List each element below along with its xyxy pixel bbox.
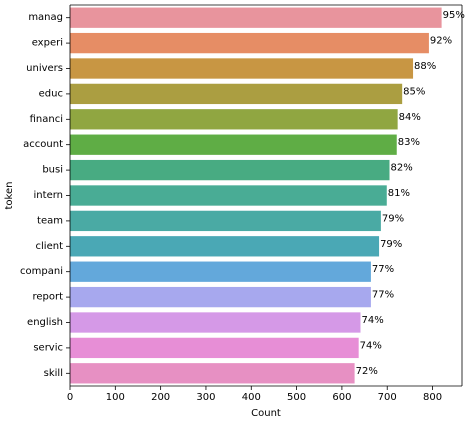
- bar-skill: [70, 363, 355, 384]
- data-label: 74%: [361, 315, 383, 326]
- y-tick-label: servic: [33, 342, 63, 353]
- data-label: 82%: [390, 163, 412, 174]
- bar-servic: [70, 337, 359, 359]
- bar-educ: [70, 83, 403, 105]
- bar-team: [70, 210, 381, 232]
- y-tick-label: account: [23, 139, 63, 150]
- data-label: 95%: [443, 10, 465, 21]
- data-label: 77%: [372, 290, 394, 301]
- x-axis-label: Count: [251, 408, 281, 419]
- y-tick-label: univers: [26, 63, 63, 74]
- y-tick-label: financi: [30, 114, 63, 125]
- x-tick-label: 0: [67, 392, 73, 403]
- y-tick-label: client: [36, 241, 64, 252]
- axes: [66, 4, 463, 387]
- bar-report: [70, 286, 371, 308]
- bar-client: [70, 236, 380, 257]
- bar-financi: [70, 109, 398, 130]
- data-labels: 95% 92% 88% 85% 84% 83% 82% 81% 79% 79% 77% 77% 74% 7…: [356, 10, 465, 377]
- bars-group: [70, 7, 442, 384]
- data-label: 74%: [360, 340, 382, 351]
- y-tick-label: educ: [39, 88, 63, 99]
- data-label: 92%: [430, 36, 452, 47]
- bar-compani: [70, 261, 371, 282]
- y-axis-label: token: [4, 182, 15, 210]
- data-label: 85%: [403, 86, 425, 97]
- x-axis-ticks: 0 100 200 300 400 500 600 700 800: [67, 386, 442, 403]
- data-label: 79%: [380, 239, 402, 250]
- data-label: 84%: [399, 112, 421, 123]
- bar-english: [70, 312, 361, 333]
- y-tick-label: experi: [32, 38, 63, 49]
- x-tick-label: 700: [378, 392, 397, 403]
- data-label: 72%: [356, 366, 378, 377]
- x-tick-label: 300: [196, 392, 215, 403]
- data-label: 77%: [372, 264, 394, 275]
- data-label: 83%: [398, 137, 420, 148]
- bar-experi: [70, 32, 429, 54]
- x-tick-label: 800: [423, 392, 442, 403]
- y-tick-label: intern: [34, 190, 63, 201]
- data-label: 88%: [414, 61, 436, 72]
- y-tick-label: manag: [28, 12, 63, 23]
- data-label: 81%: [388, 188, 410, 199]
- category-labels: manag experi univers educ financi account busi…: [20, 12, 63, 379]
- x-tick-label: 400: [242, 392, 261, 403]
- bar-manag: [70, 7, 442, 28]
- bar-busi: [70, 159, 390, 181]
- bar-univers: [70, 58, 414, 79]
- data-label: 79%: [382, 213, 404, 224]
- y-tick-label: team: [37, 215, 63, 226]
- y-tick-label: report: [32, 292, 63, 303]
- bar-intern: [70, 185, 387, 206]
- x-tick-label: 200: [151, 392, 170, 403]
- y-tick-label: english: [27, 317, 63, 328]
- x-tick-label: 600: [332, 392, 351, 403]
- y-tick-label: skill: [44, 368, 63, 379]
- y-tick-label: busi: [42, 165, 63, 176]
- bar-account: [70, 134, 397, 155]
- x-tick-label: 100: [106, 392, 125, 403]
- y-tick-label: compani: [20, 266, 63, 277]
- x-tick-label: 500: [287, 392, 306, 403]
